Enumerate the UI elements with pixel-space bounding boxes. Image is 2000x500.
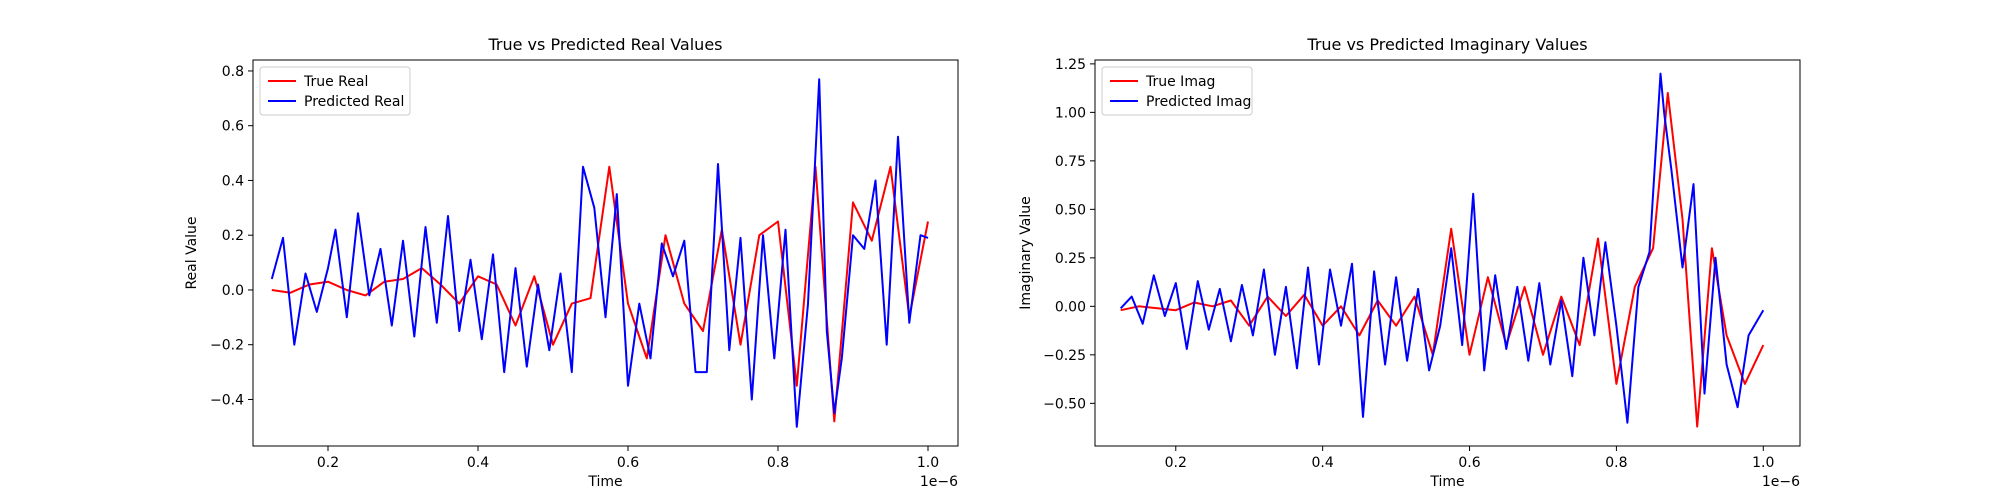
legend-entry: Predicted Imag: [1146, 94, 1251, 110]
y-tick-label: 0.2: [222, 228, 244, 244]
y-tick-label: −0.25: [1043, 348, 1086, 364]
x-tick-label: 1.0: [917, 455, 939, 471]
x-tick-label: 0.8: [1605, 455, 1627, 471]
series-group: [1119, 72, 1765, 428]
y-axis-label: Imaginary Value: [1018, 196, 1034, 310]
y-tick-label: 0.25: [1055, 251, 1086, 267]
y-tick-label: 0.6: [222, 119, 244, 135]
axes-frame: [252, 59, 959, 447]
x-offset-label: 1e−6: [1762, 474, 1800, 490]
x-tick-label: 0.2: [317, 455, 339, 471]
y-tick-label: −0.4: [210, 392, 244, 408]
legend-box: [259, 66, 411, 116]
chart-real-values: True vs Predicted Real Values 0.2 0.4 0.6 0.…: [184, 35, 959, 490]
series-group: [270, 78, 929, 428]
y-tick-label: 1.25: [1055, 57, 1086, 73]
x-tick-label: 0.6: [1458, 455, 1480, 471]
chart-title: True vs Predicted Real Values: [487, 35, 722, 54]
chart-imaginary-values: True vs Predicted Imaginary Values 0.2 0.4…: [1018, 35, 1801, 490]
x-tick-label: 0.6: [617, 455, 639, 471]
y-axis-label: Real Value: [184, 216, 200, 289]
axes-frame: [1094, 59, 1801, 447]
x-offset-label: 1e−6: [920, 474, 958, 490]
x-tick-label: 0.8: [767, 455, 789, 471]
series-line-predicted-real: [270, 78, 929, 428]
x-axis-label: Time: [587, 474, 622, 490]
legend-box: [1101, 66, 1253, 116]
y-tick-label: 0.50: [1055, 202, 1086, 218]
x-tick-label: 0.4: [1312, 455, 1334, 471]
x-tick-label: 0.2: [1165, 455, 1187, 471]
x-tick-label: 1.0: [1752, 455, 1774, 471]
legend-entry: True Real: [303, 74, 368, 90]
y-tick-label: 1.00: [1055, 105, 1086, 121]
legend: True Imag Predicted Imag: [1101, 66, 1253, 116]
legend-entry: Predicted Real: [304, 94, 404, 110]
series-line-true-real: [271, 165, 929, 423]
y-tick-label: 0.0: [222, 283, 244, 299]
y-tick-label: 0.4: [222, 173, 244, 189]
legend-entry: True Imag: [1145, 74, 1215, 90]
x-axis-label: Time: [1429, 474, 1464, 490]
x-tick-label: 0.4: [467, 455, 489, 471]
y-tick-label: 0.8: [222, 64, 244, 80]
chart-title: True vs Predicted Imaginary Values: [1306, 35, 1587, 54]
y-tick-label: −0.2: [210, 338, 244, 354]
y-tick-label: −0.50: [1043, 396, 1086, 412]
series-line-true-imag: [1120, 92, 1765, 428]
legend: True Real Predicted Real: [259, 66, 411, 116]
y-tick-label: 0.00: [1055, 299, 1086, 315]
series-line-predicted-imag: [1119, 72, 1765, 424]
y-tick-label: 0.75: [1055, 154, 1086, 170]
